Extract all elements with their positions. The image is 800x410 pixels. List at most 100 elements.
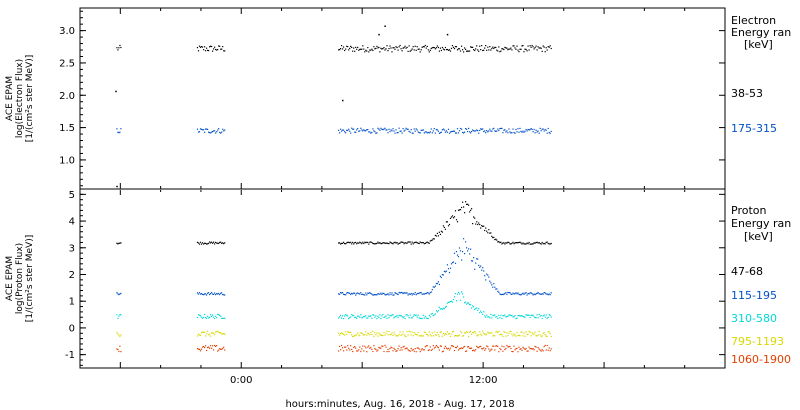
data-point [372, 294, 374, 296]
data-point [341, 45, 343, 47]
data-point [393, 317, 395, 319]
data-point [198, 131, 201, 133]
data-point [208, 50, 210, 52]
data-point [519, 348, 521, 350]
data-point [467, 250, 469, 252]
data-point [536, 49, 538, 51]
data-point [454, 262, 457, 264]
data-point [422, 349, 424, 351]
data-point [447, 268, 450, 270]
data-point [432, 315, 434, 317]
data-point [389, 348, 391, 350]
data-point [490, 313, 492, 315]
data-point [416, 347, 418, 349]
data-point [349, 349, 351, 351]
data-point [344, 315, 346, 317]
data-point [399, 315, 401, 317]
data-point [465, 128, 467, 130]
data-point [218, 242, 220, 244]
data-point [434, 346, 436, 348]
data-point [457, 335, 460, 337]
data-point [491, 332, 493, 334]
data-point [201, 346, 204, 348]
data-point [448, 301, 451, 303]
data-point [513, 345, 515, 347]
data-point [198, 348, 201, 350]
data-point [408, 130, 410, 132]
data-point [457, 256, 460, 258]
data-point [502, 242, 504, 244]
data-point [433, 347, 435, 349]
data-point [386, 330, 388, 332]
data-point [477, 130, 479, 132]
data-point [392, 334, 394, 336]
data-point [540, 47, 542, 49]
data-point [548, 347, 550, 349]
data-point [416, 129, 418, 131]
data-point [441, 351, 443, 353]
data-point [479, 346, 481, 348]
data-point [502, 335, 504, 337]
data-point [480, 345, 482, 347]
data-point [391, 314, 393, 316]
data-point [445, 333, 447, 336]
data-point [119, 345, 121, 347]
data-point [441, 308, 443, 310]
x-tick-label: 0:00 [230, 375, 252, 386]
data-point [389, 315, 391, 317]
legend-entry: 175-315 [731, 122, 777, 135]
data-point [390, 293, 392, 296]
data-point [437, 334, 439, 336]
data-point [120, 314, 122, 316]
series-1060-1900 [116, 344, 552, 353]
data-point [499, 293, 501, 295]
data-point [510, 243, 512, 245]
data-point [377, 127, 379, 129]
data-point [119, 242, 121, 244]
data-point [464, 212, 466, 214]
data-point [542, 350, 544, 352]
data-point [485, 334, 487, 336]
data-point [197, 131, 200, 133]
data-point [542, 332, 544, 334]
data-point [465, 350, 467, 352]
data-point [117, 243, 119, 245]
data-point [377, 315, 379, 317]
data-point [429, 346, 431, 348]
data-point [427, 131, 429, 133]
data-point [463, 132, 465, 134]
data-point [523, 51, 525, 53]
data-point [349, 331, 351, 333]
data-point [463, 335, 465, 337]
data-point [204, 242, 206, 244]
data-point [364, 334, 366, 336]
data-point [501, 243, 503, 245]
data-point [446, 302, 448, 304]
data-point [343, 350, 345, 352]
data-point [369, 347, 371, 349]
data-point [411, 132, 413, 134]
data-point [203, 294, 205, 296]
data-point [543, 314, 545, 316]
data-point [402, 293, 404, 295]
data-point [464, 345, 466, 348]
data-point [536, 241, 538, 243]
data-point [534, 47, 536, 49]
data-point [427, 335, 429, 337]
data-point [489, 128, 491, 130]
data-point [465, 332, 467, 334]
data-point [486, 314, 488, 316]
data-point [425, 242, 427, 244]
data-point [539, 127, 541, 129]
data-point [119, 293, 121, 295]
data-point [426, 345, 428, 347]
data-point [383, 331, 385, 334]
data-point [545, 47, 547, 49]
data-point [208, 334, 210, 336]
data-point [346, 45, 348, 47]
data-point [423, 331, 425, 333]
data-point [531, 128, 533, 130]
data-point [514, 349, 516, 351]
data-point [338, 293, 340, 295]
data-point [436, 311, 438, 313]
